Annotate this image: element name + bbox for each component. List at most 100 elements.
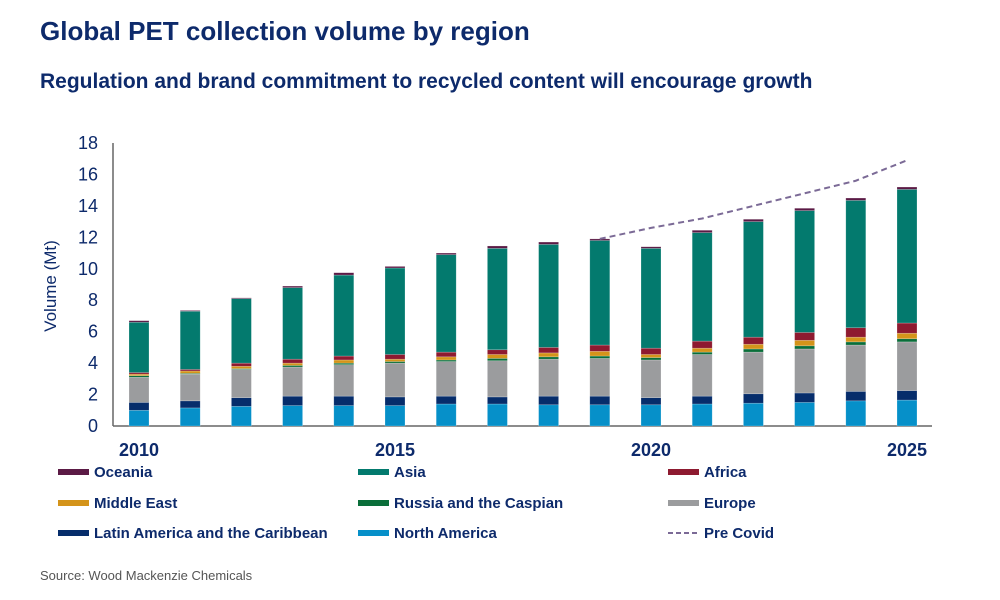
bar-segment-asia: [743, 221, 764, 338]
bar-segment-russia-and-the-caspian: [845, 341, 867, 346]
legend-swatch: [58, 530, 89, 536]
legend-label: Russia and the Caspian: [394, 495, 563, 512]
bar-segment-north-america: [896, 399, 918, 427]
bar-segment-europe: [179, 373, 201, 402]
bar-segment-asia: [231, 298, 252, 364]
bar-segment-russia-and-the-caspian: [538, 356, 559, 360]
legend-swatch: [358, 530, 389, 536]
legend-label: Oceania: [94, 464, 153, 481]
bar-segment-europe: [231, 369, 252, 398]
bar-segment-europe: [435, 361, 457, 397]
bar-segment-latin-america-and-the-caribbean: [640, 397, 662, 406]
bar-segment-north-america: [794, 402, 815, 427]
legend-label: Asia: [394, 464, 426, 481]
bar-segment-north-america: [487, 403, 508, 427]
y-tick-label: 16: [78, 164, 98, 184]
bar-segment-asia: [794, 210, 815, 333]
bar-segment-north-america: [845, 400, 867, 427]
bar-segment-latin-america-and-the-caribbean: [282, 395, 303, 406]
bar-segment-oceania: [691, 229, 713, 233]
y-tick-label: 10: [78, 259, 98, 279]
x-tick-label: 2010: [119, 440, 159, 460]
bar-segment-europe: [640, 359, 662, 399]
bar-segment-north-america: [333, 405, 355, 427]
bar-segment-europe: [282, 366, 303, 397]
bar-segment-africa: [487, 349, 508, 355]
bar-segment-europe: [538, 358, 559, 397]
bar-segment-latin-america-and-the-caribbean: [128, 402, 150, 411]
bar-segment-europe: [128, 376, 150, 403]
bar-segment-latin-america-and-the-caribbean: [538, 395, 559, 406]
bar-segment-north-america: [743, 402, 764, 427]
legend-swatch: [668, 500, 699, 506]
bar-segment-europe: [845, 344, 867, 392]
bar-segment-oceania: [743, 218, 764, 222]
bar-segment-latin-america-and-the-caribbean: [845, 391, 867, 402]
legend-label: Middle East: [94, 495, 177, 512]
bar-segment-oceania: [794, 207, 815, 211]
bar-segment-middle-east: [691, 347, 713, 353]
bar-segment-europe: [896, 341, 918, 391]
x-tick-label: 2020: [631, 440, 671, 460]
bar-segment-oceania: [487, 245, 508, 249]
legend-swatch: [58, 500, 89, 506]
y-tick-label: 12: [78, 227, 98, 247]
pre-covid-line: [599, 159, 908, 240]
bar-segment-middle-east: [179, 370, 201, 374]
bar-segment-north-america: [691, 403, 713, 427]
chart-subtitle: Regulation and brand commitment to recyc…: [40, 70, 813, 93]
bar-segment-oceania: [640, 246, 662, 249]
bar-segment-asia: [384, 267, 406, 355]
y-tick-label: 2: [88, 385, 98, 405]
bar-segment-asia: [435, 254, 457, 353]
bar-segment-latin-america-and-the-caribbean: [231, 397, 252, 407]
bar-segment-asia: [640, 248, 662, 349]
bar-segment-europe: [589, 358, 611, 397]
bar-segment-asia: [538, 244, 559, 348]
bar-segment-oceania: [589, 238, 611, 241]
bar-segment-asia: [691, 232, 713, 342]
bar-segment-middle-east: [487, 354, 508, 359]
bar-segment-north-america: [179, 407, 201, 427]
y-tick-label: 8: [88, 290, 98, 310]
bar-segment-latin-america-and-the-caribbean: [589, 395, 611, 406]
bar-segment-asia: [845, 200, 867, 329]
bar-segment-russia-and-the-caspian: [589, 355, 611, 359]
bar-segment-africa: [589, 344, 611, 352]
bar-segment-middle-east: [896, 332, 918, 340]
bar-segment-middle-east: [794, 340, 815, 347]
bar-segment-oceania: [333, 272, 355, 276]
legend-label: Pre Covid: [704, 525, 774, 542]
bar-segment-latin-america-and-the-caribbean: [487, 396, 508, 405]
bar-segment-latin-america-and-the-caribbean: [794, 392, 815, 403]
bar-segment-russia-and-the-caspian: [743, 348, 764, 353]
bar-segment-oceania: [435, 252, 457, 255]
bar-segment-africa: [743, 336, 764, 345]
bar-segment-north-america: [435, 403, 457, 427]
bar-segment-asia: [282, 287, 303, 360]
legend-swatch: [668, 469, 699, 475]
bar-segment-north-america: [538, 404, 559, 427]
bar-segment-north-america: [640, 404, 662, 427]
bar-segment-middle-east: [282, 362, 303, 366]
bar-segment-africa: [691, 340, 713, 349]
bar-segment-africa: [845, 327, 867, 338]
bar-segment-middle-east: [640, 354, 662, 358]
bar-segment-africa: [538, 347, 559, 354]
bar-segment-latin-america-and-the-caribbean: [896, 390, 918, 401]
x-tick-label: 2015: [375, 440, 415, 460]
bar-segment-russia-and-the-caspian: [487, 358, 508, 362]
bar-segment-africa: [435, 351, 457, 358]
bar-segment-asia: [589, 240, 611, 346]
bar-segment-latin-america-and-the-caribbean: [435, 395, 457, 405]
y-tick-label: 6: [88, 322, 98, 342]
bar-segment-oceania: [896, 186, 918, 190]
source-note: Source: Wood Mackenzie Chemicals: [40, 568, 253, 583]
bar-segment-europe: [384, 362, 406, 398]
y-tick-label: 14: [78, 196, 98, 216]
bar-segment-north-america: [231, 406, 252, 427]
bar-segment-middle-east: [589, 351, 611, 357]
bar-segment-latin-america-and-the-caribbean: [691, 395, 713, 405]
legend-label: North America: [394, 525, 497, 542]
